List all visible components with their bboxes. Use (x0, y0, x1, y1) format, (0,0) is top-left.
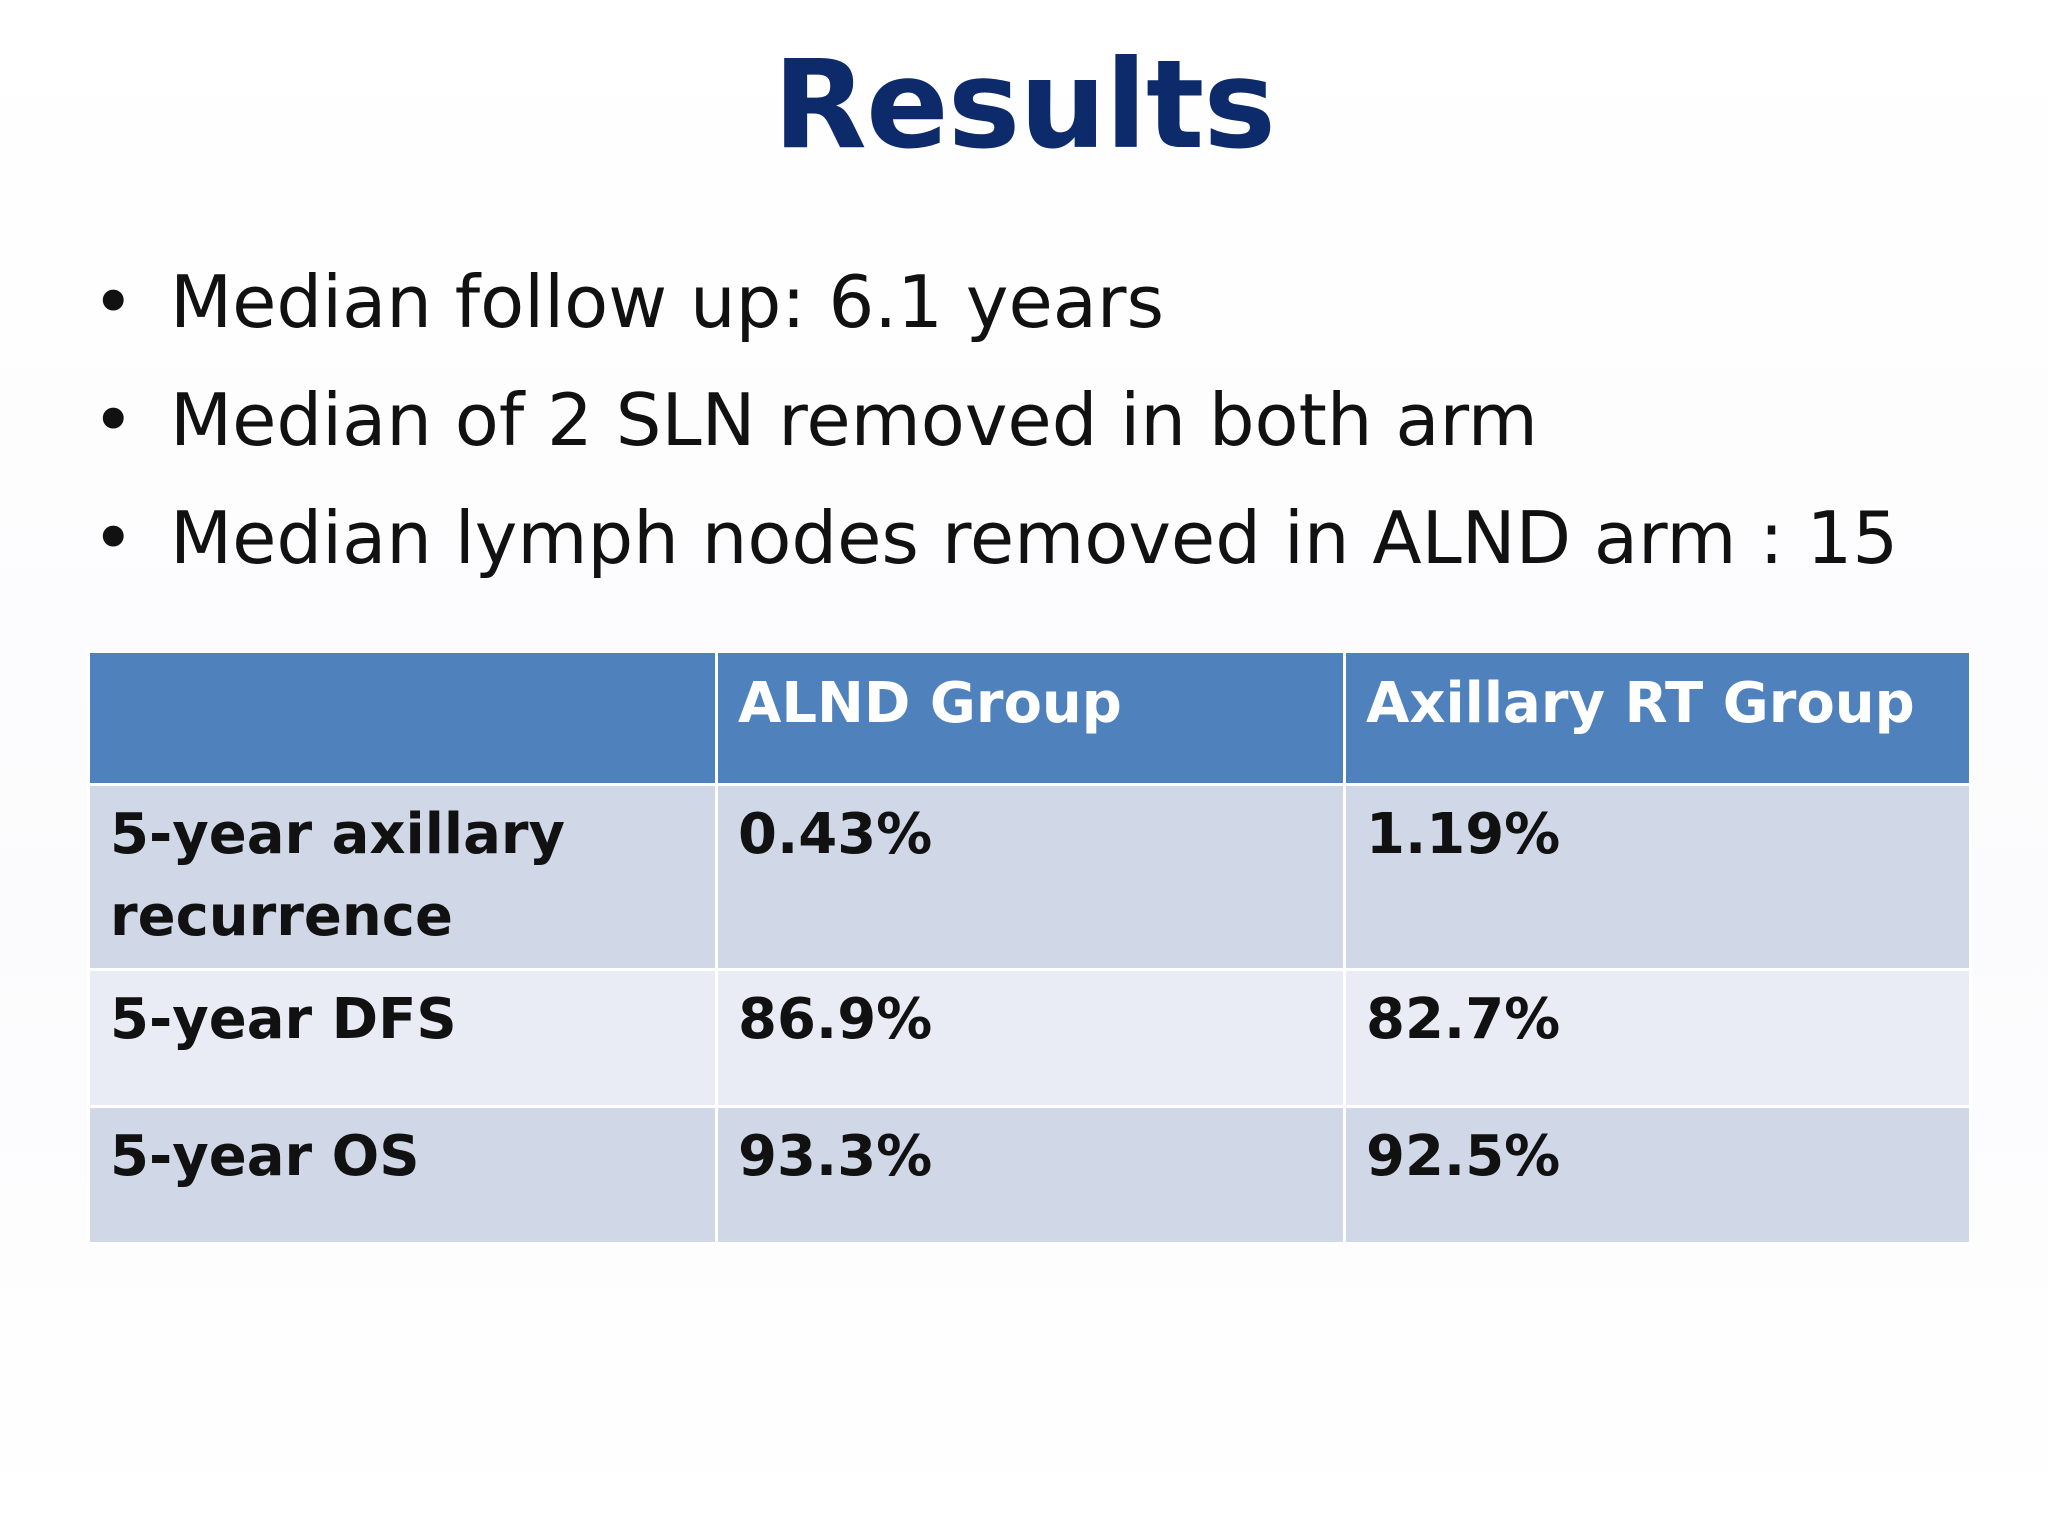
bullet-item: • Median of 2 SLN removed in both arm (82, 366, 1898, 484)
bullet-item: • Median lymph nodes removed in ALND arm… (82, 484, 1898, 602)
header-cell-alnd-group: ALND Group (715, 650, 1346, 786)
bullet-marker: • (92, 378, 135, 462)
bullet-marker: • (92, 496, 135, 580)
table-cell: 93.3% (715, 1105, 1346, 1245)
slide-title: Results (773, 34, 1276, 176)
table-row: 5-year axillary recurrence 0.43% 1.19% (87, 783, 1972, 971)
table-cell: 92.5% (1343, 1105, 1972, 1245)
row-label: 5-year axillary recurrence (87, 783, 718, 971)
table-cell: 86.9% (715, 968, 1346, 1108)
table-row: 5-year DFS 86.9% 82.7% (87, 968, 1972, 1108)
bullet-text: Median follow up: 6.1 years (170, 260, 1165, 344)
bullet-item: • Median follow up: 6.1 years (82, 248, 1898, 366)
bullet-text: Median of 2 SLN removed in both arm (170, 378, 1538, 462)
table-cell: 1.19% (1343, 783, 1972, 971)
header-cell-empty (87, 650, 718, 786)
table-row: 5-year OS 93.3% 92.5% (87, 1105, 1972, 1245)
bullet-text: Median lymph nodes removed in ALND arm :… (170, 496, 1899, 580)
table-cell: 82.7% (1343, 968, 1972, 1108)
row-label: 5-year DFS (87, 968, 718, 1108)
row-label: 5-year OS (87, 1105, 718, 1245)
bullet-marker: • (92, 260, 135, 344)
table-cell: 0.43% (715, 783, 1346, 971)
bullet-list: • Median follow up: 6.1 years • Median o… (82, 248, 1898, 602)
table-header-row: ALND Group Axillary RT Group (87, 650, 1972, 786)
results-table: ALND Group Axillary RT Group 5-year axil… (87, 650, 1972, 1245)
header-cell-axillary-rt-group: Axillary RT Group (1343, 650, 1972, 786)
